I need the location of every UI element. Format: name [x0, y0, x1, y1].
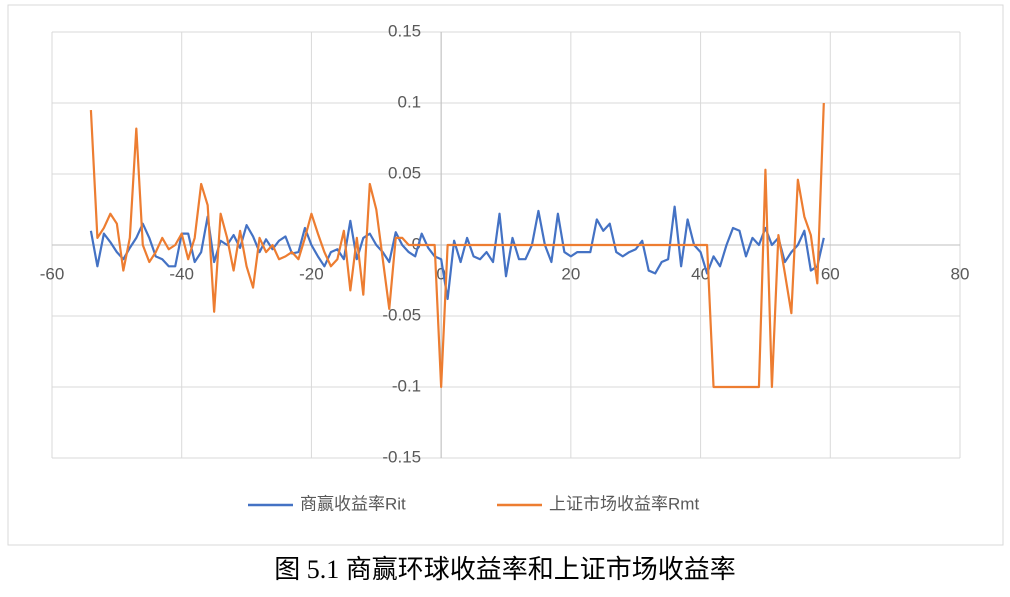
chart-caption: 图 5.1 商赢环球收益率和上证市场收益率 — [274, 555, 736, 584]
legend-label: 上证市场收益率Rmt — [549, 494, 699, 513]
y-tick-label: -0.1 — [392, 376, 421, 395]
x-tick-label: -20 — [299, 264, 324, 283]
y-tick-label: -0.15 — [382, 447, 421, 466]
x-tick-label: 0 — [436, 264, 445, 283]
x-tick-label: 20 — [561, 264, 580, 283]
y-tick-label: 0.15 — [388, 21, 421, 40]
x-tick-label: 80 — [951, 264, 970, 283]
legend-label: 商赢收益率Rit — [300, 494, 406, 513]
x-tick-label: 60 — [821, 264, 840, 283]
x-tick-label: -40 — [169, 264, 194, 283]
y-tick-label: 0.1 — [398, 92, 422, 111]
series-line — [89, 102, 825, 389]
series-line — [89, 205, 825, 301]
y-tick-label: -0.05 — [382, 305, 421, 324]
x-tick-label: -60 — [40, 264, 65, 283]
y-tick-label: 0.05 — [388, 163, 421, 182]
